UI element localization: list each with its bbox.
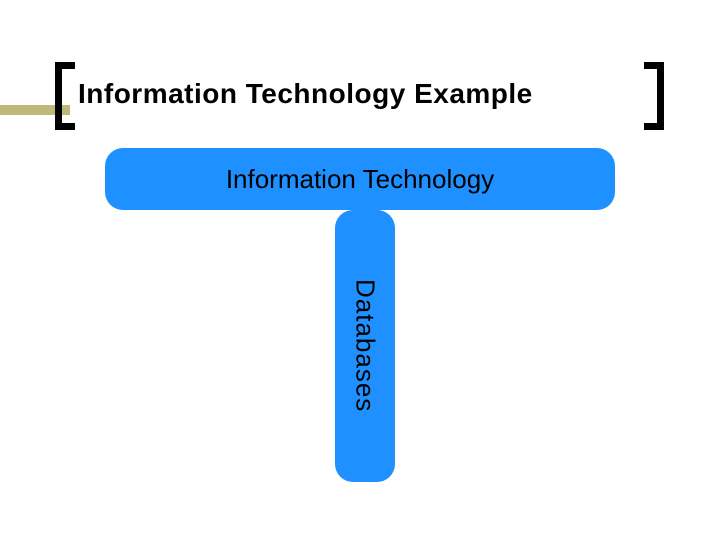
root-node-label: Information Technology bbox=[226, 164, 494, 195]
bracket-right bbox=[644, 62, 664, 130]
bracket-left bbox=[55, 62, 75, 130]
child-node-label: Databases bbox=[350, 279, 381, 412]
child-node: Databases bbox=[335, 210, 395, 482]
slide-title: Information Technology Example bbox=[78, 78, 533, 110]
root-node: Information Technology bbox=[105, 148, 615, 210]
